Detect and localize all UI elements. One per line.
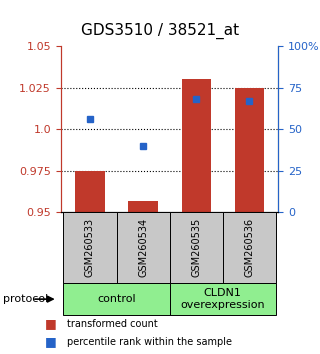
Text: percentile rank within the sample: percentile rank within the sample: [67, 337, 232, 347]
Text: transformed count: transformed count: [67, 319, 158, 329]
Text: GSM260536: GSM260536: [244, 218, 254, 278]
Bar: [63, 212, 116, 283]
Text: GDS3510 / 38521_at: GDS3510 / 38521_at: [81, 23, 239, 39]
Bar: [235, 88, 264, 212]
Text: GSM260533: GSM260533: [85, 218, 95, 278]
Bar: [63, 283, 170, 315]
Text: ■: ■: [45, 318, 57, 330]
Bar: [116, 212, 170, 283]
Bar: [223, 212, 276, 283]
Text: control: control: [97, 294, 136, 304]
Text: ■: ■: [45, 335, 57, 348]
Bar: [170, 283, 276, 315]
Bar: [76, 171, 105, 212]
Text: CLDN1
overexpression: CLDN1 overexpression: [180, 288, 265, 310]
Bar: [128, 201, 158, 212]
Text: GSM260534: GSM260534: [138, 218, 148, 278]
Bar: [170, 212, 223, 283]
Text: GSM260535: GSM260535: [191, 218, 201, 278]
Bar: [181, 79, 211, 212]
Text: protocol: protocol: [3, 294, 48, 304]
